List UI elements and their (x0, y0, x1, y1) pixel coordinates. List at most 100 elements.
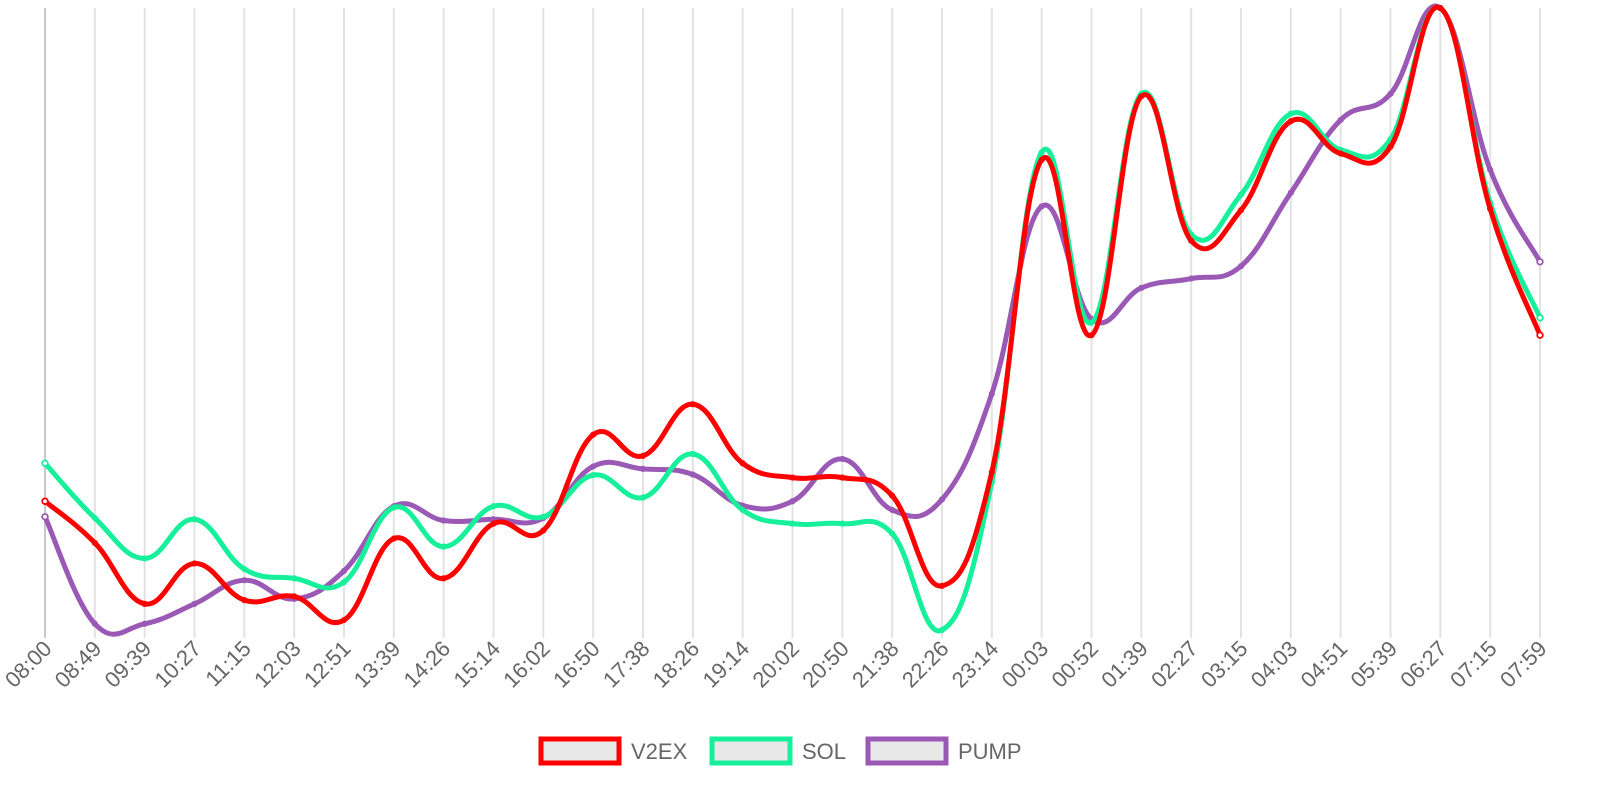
data-point-pump (141, 620, 148, 627)
data-point-pump (1487, 166, 1494, 173)
data-point-pump (191, 600, 198, 607)
data-point-sol (938, 626, 946, 634)
data-point-pump (340, 567, 348, 575)
data-point-v2ex (1088, 332, 1095, 339)
data-point-v2ex (1337, 150, 1344, 157)
series-line-v2ex (42, 4, 1543, 625)
x-tick-label: 02:27 (1146, 636, 1203, 693)
data-point-sol (41, 459, 49, 468)
data-point-v2ex (590, 431, 597, 438)
series-lines (41, 3, 1544, 637)
data-point-v2ex (340, 616, 348, 624)
data-point-v2ex (689, 401, 696, 408)
data-point-sol (839, 520, 846, 527)
x-tick-label: 12:51 (299, 636, 356, 693)
data-point-v2ex (739, 460, 746, 467)
x-tick-label: 20:50 (797, 636, 854, 693)
x-tick-label: 00:52 (1046, 636, 1103, 693)
data-point-pump (440, 517, 447, 524)
x-tick-label: 17:38 (598, 636, 655, 693)
data-point-sol (291, 575, 298, 582)
x-tick-label: 19:14 (698, 636, 755, 693)
data-point-pump (241, 577, 248, 584)
data-point-v2ex (141, 600, 148, 607)
data-point-v2ex (1188, 237, 1195, 244)
data-point-pump (1337, 116, 1344, 124)
x-tick-label: 08:49 (50, 636, 107, 693)
legend-swatch-sol (709, 736, 793, 766)
data-point-v2ex (1287, 118, 1294, 125)
data-point-sol (639, 494, 647, 501)
x-tick-label: 13:39 (349, 636, 406, 693)
x-tick-label: 12:03 (249, 636, 306, 693)
data-point-pump (1138, 284, 1145, 291)
data-point-v2ex (490, 520, 497, 527)
x-tick-label: 08:00 (0, 636, 57, 693)
data-point-v2ex (639, 452, 647, 459)
data-point-v2ex (291, 593, 298, 600)
data-point-v2ex (1437, 4, 1444, 12)
x-tick-label: 07:59 (1495, 636, 1552, 693)
x-tick-label: 11:15 (200, 636, 255, 691)
data-point-v2ex (1138, 93, 1145, 100)
data-point-v2ex (1387, 143, 1394, 150)
legend-swatch-pump (865, 736, 949, 766)
data-point-sol (1038, 149, 1045, 156)
x-tick-label: 01:39 (1096, 636, 1153, 693)
x-tick-label: 06:27 (1395, 636, 1452, 693)
data-point-sol (1536, 314, 1544, 322)
data-point-sol (91, 514, 98, 522)
x-tick-label: 16:50 (548, 636, 605, 693)
data-point-sol (440, 543, 447, 550)
data-point-sol (689, 450, 696, 458)
x-tick-label: 05:39 (1345, 636, 1402, 693)
data-point-sol (590, 472, 597, 479)
data-point-v2ex (789, 474, 796, 481)
data-point-v2ex (91, 539, 98, 547)
x-tick-label: 15:14 (448, 636, 505, 693)
data-point-pump (41, 513, 49, 521)
data-point-pump (1038, 203, 1045, 210)
data-point-pump (1188, 275, 1195, 282)
data-point-v2ex (1038, 156, 1045, 163)
data-point-sol (1287, 110, 1294, 117)
grid-lines (44, 8, 1541, 638)
x-tick-label: 10:27 (149, 636, 206, 693)
data-point-pump (590, 463, 597, 470)
x-tick-label: 00:03 (997, 636, 1054, 693)
data-point-v2ex (390, 535, 397, 542)
data-point-sol (340, 579, 348, 586)
x-tick-label: 18:26 (648, 636, 705, 693)
legend-item-pump: PUMP (865, 736, 1022, 766)
data-point-sol (490, 503, 497, 510)
data-point-v2ex (1237, 207, 1245, 214)
legend-item-v2ex: V2EX (538, 736, 688, 766)
data-point-v2ex (241, 597, 248, 604)
data-point-sol (739, 506, 746, 514)
x-tick-label: 20:02 (747, 636, 804, 693)
x-tick-label: 04:03 (1246, 636, 1303, 693)
x-tick-label: 21:38 (847, 636, 904, 693)
data-point-pump (639, 465, 647, 473)
data-point-v2ex (1536, 331, 1544, 339)
data-point-sol (191, 516, 198, 523)
legend-item-sol: SOL (709, 736, 846, 766)
x-tick-label: 22:26 (897, 636, 954, 693)
x-axis-tick-labels: 08:0008:4909:3910:2711:1512:0312:5113:39… (0, 636, 1552, 693)
data-point-pump (988, 390, 995, 397)
data-point-v2ex (938, 582, 946, 589)
legend-label-pump: PUMP (958, 739, 1022, 764)
legend: V2EX SOL PUMP (538, 736, 1022, 766)
x-tick-label: 16:02 (498, 636, 555, 693)
data-point-sol (141, 555, 148, 562)
x-tick-label: 09:39 (100, 636, 157, 693)
data-point-pump (839, 455, 846, 463)
x-tick-label: 04:51 (1296, 636, 1353, 693)
data-point-v2ex (1487, 205, 1494, 213)
data-point-pump (789, 498, 796, 505)
data-point-pump (1536, 258, 1544, 266)
data-point-pump (889, 506, 896, 514)
legend-label-v2ex: V2EX (631, 739, 688, 764)
data-point-v2ex (540, 527, 547, 534)
data-point-v2ex (988, 468, 995, 476)
